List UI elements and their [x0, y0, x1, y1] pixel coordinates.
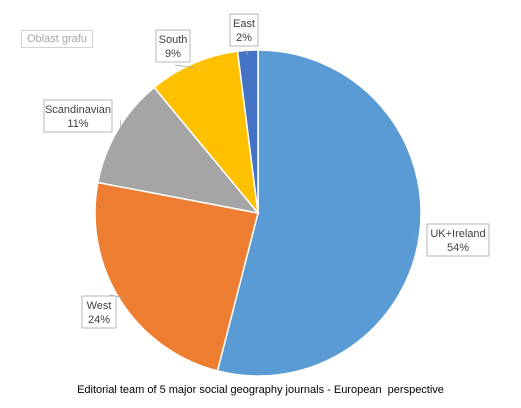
data-label-box: [155, 29, 191, 63]
data-label-value: 11%: [67, 118, 88, 130]
chart-area-tag: Oblast grafu: [21, 30, 93, 48]
data-label-category: South: [159, 34, 188, 46]
data-label: East 2%: [229, 13, 259, 47]
leader-line: [109, 294, 125, 299]
data-label-category: West: [87, 300, 112, 312]
data-label-category: Scandinavian: [45, 104, 111, 116]
pie-slice-scandinavian: [97, 86, 260, 215]
leader-line: [414, 232, 417, 235]
pie-slices: [94, 49, 422, 377]
data-label-box: [81, 295, 117, 329]
data-labels: UK+Ireland 54% West 24% Scandinavian 11% South…: [43, 13, 490, 329]
data-label-box: [426, 223, 490, 257]
data-label: West 24%: [81, 295, 117, 329]
data-label-value: 9%: [165, 48, 181, 60]
leader-line: [244, 49, 249, 56]
data-label: UK+Ireland 54%: [426, 223, 490, 257]
data-label: South 9%: [155, 29, 191, 63]
data-label-box: [229, 13, 259, 47]
data-label: Scandinavian 11%: [43, 99, 113, 133]
data-label-box: [43, 99, 113, 133]
data-label-category: East: [233, 18, 255, 30]
leader-line: [119, 119, 123, 133]
data-label-value: 2%: [236, 32, 252, 44]
leader-line: [174, 64, 196, 69]
data-label-value: 24%: [88, 314, 110, 326]
pie-slice-west: [94, 181, 259, 372]
pie-slice-uk-ireland: [216, 49, 422, 377]
data-label-value: 54%: [447, 242, 469, 254]
pie-slice-east: [236, 49, 259, 214]
pie-slice-south: [153, 50, 260, 216]
chart-title: Editorial team of 5 major social geograp…: [77, 384, 444, 396]
data-label-category: UK+Ireland: [430, 228, 485, 240]
